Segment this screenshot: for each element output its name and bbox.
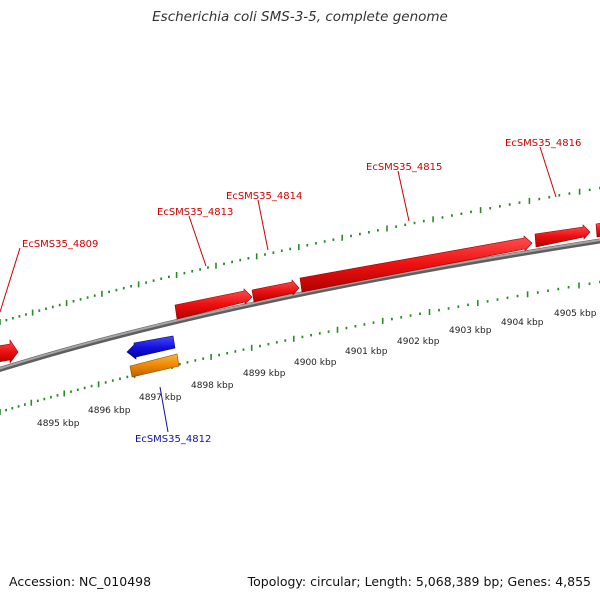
scale-label-4900: 4900 kbp xyxy=(294,358,337,368)
scale-label-4897: 4897 kbp xyxy=(139,393,182,403)
scale-label-4901: 4901 kbp xyxy=(345,347,388,357)
scale-label-4898: 4898 kbp xyxy=(191,381,234,391)
leader-ecsms35-4813 xyxy=(188,215,207,267)
genome-backbone xyxy=(0,238,600,373)
gene-label-ecsms35-4813[interactable]: EcSMS35_4813 xyxy=(157,207,233,218)
scale-label-4902: 4902 kbp xyxy=(397,337,440,347)
gene-label-ecsms35-4812[interactable]: EcSMS35_4812 xyxy=(135,434,211,445)
leader-ecsms35-4809 xyxy=(0,247,21,313)
scale-label-4904: 4904 kbp xyxy=(501,318,544,328)
gene-arrow-ecsms35-4809[interactable] xyxy=(0,339,19,364)
gene-label-ecsms35-4814[interactable]: EcSMS35_4814 xyxy=(226,191,302,202)
scale-label-4896: 4896 kbp xyxy=(88,406,131,416)
scale-label-4899: 4899 kbp xyxy=(243,369,286,379)
genome-backbone-highlight xyxy=(0,239,600,370)
gene-arrow-edge[interactable] xyxy=(595,223,600,238)
gene-arrow-ecsms35-4812[interactable] xyxy=(126,335,176,360)
leader-ecsms35-4816 xyxy=(539,146,557,198)
map-title: Escherichia coli SMS-3-5, complete genom… xyxy=(152,9,448,25)
leader-ecsms35-4815 xyxy=(397,170,410,222)
scale-label-4895: 4895 kbp xyxy=(37,419,80,429)
accession-text: Accession: NC_010498 xyxy=(9,574,152,589)
scale-label-4905: 4905 kbp xyxy=(554,309,597,319)
outer-tick-track xyxy=(0,186,600,325)
gene-arrow-ecsms35-4814[interactable] xyxy=(251,279,300,303)
genome-summary-text: Topology: circular; Length: 5,068,389 bp… xyxy=(247,574,591,589)
gene-arrow-ecsms35-4813[interactable] xyxy=(174,288,253,320)
gene-label-ecsms35-4809[interactable]: EcSMS35_4809 xyxy=(22,239,98,250)
leader-ecsms35-4814 xyxy=(257,199,269,251)
feature-ecsms35-4812[interactable] xyxy=(129,353,180,378)
gene-arrow-ecsms35-4816[interactable] xyxy=(534,224,591,248)
gene-label-ecsms35-4815[interactable]: EcSMS35_4815 xyxy=(366,162,442,173)
gene-arrow-ecsms35-4815[interactable] xyxy=(299,235,533,293)
gene-label-ecsms35-4816[interactable]: EcSMS35_4816 xyxy=(505,138,581,149)
scale-label-4903: 4903 kbp xyxy=(449,326,492,336)
leader-ecsms35-4812 xyxy=(159,386,169,433)
inner-tick-track xyxy=(0,280,600,415)
